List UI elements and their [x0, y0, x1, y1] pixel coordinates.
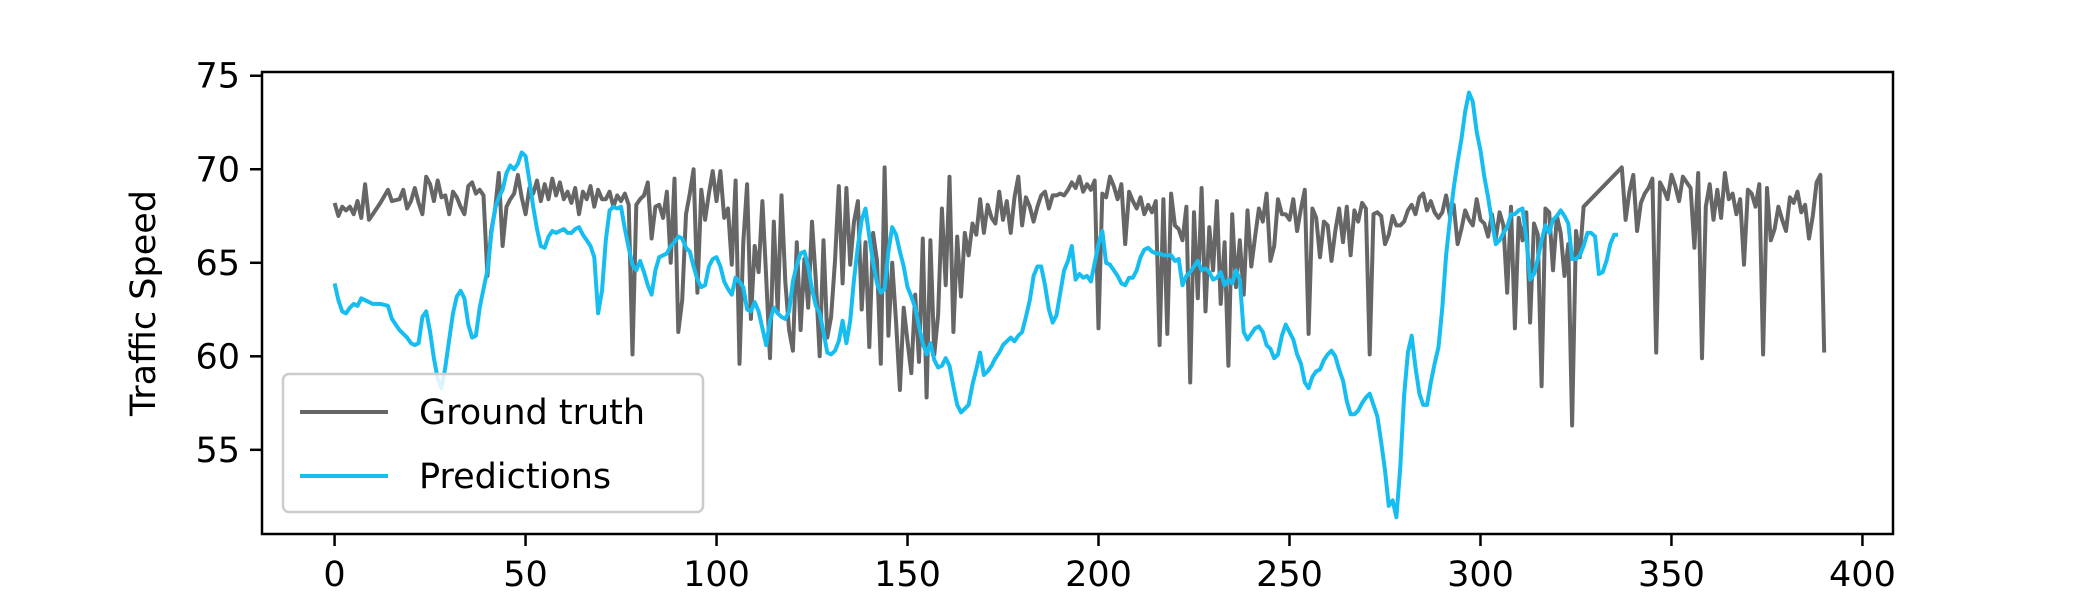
series-line-1	[332, 90, 1618, 520]
y-axis: 55 60 65 70 75	[195, 57, 262, 471]
series-line-0	[332, 165, 1827, 428]
x-tick-label: 200	[1065, 555, 1132, 595]
y-axis-label: Traffic Speed	[124, 190, 164, 417]
x-tick-label: 50	[503, 555, 548, 595]
x-tick-label: 400	[1829, 555, 1896, 595]
y-tick-label: 55	[195, 431, 240, 471]
series-layer	[332, 90, 1827, 520]
y-tick-label: 60	[195, 337, 240, 377]
y-tick-label: 65	[195, 244, 240, 284]
x-tick-label: 300	[1447, 555, 1514, 595]
legend-label: Ground truth	[419, 393, 645, 433]
x-tick-label: 100	[683, 555, 750, 595]
x-tick-label: 350	[1638, 555, 1705, 595]
x-tick-label: 0	[323, 555, 345, 595]
x-tick-label: 250	[1256, 555, 1323, 595]
x-tick-label: 150	[874, 555, 941, 595]
y-tick-label: 70	[195, 150, 240, 190]
x-axis: 0 50 100 150 200 250 300 350 400	[323, 534, 1896, 595]
y-tick-label: 75	[195, 57, 240, 97]
legend: Ground truth Predictions	[281, 372, 705, 514]
plot-frame	[260, 70, 1895, 536]
legend-label: Predictions	[419, 457, 611, 497]
